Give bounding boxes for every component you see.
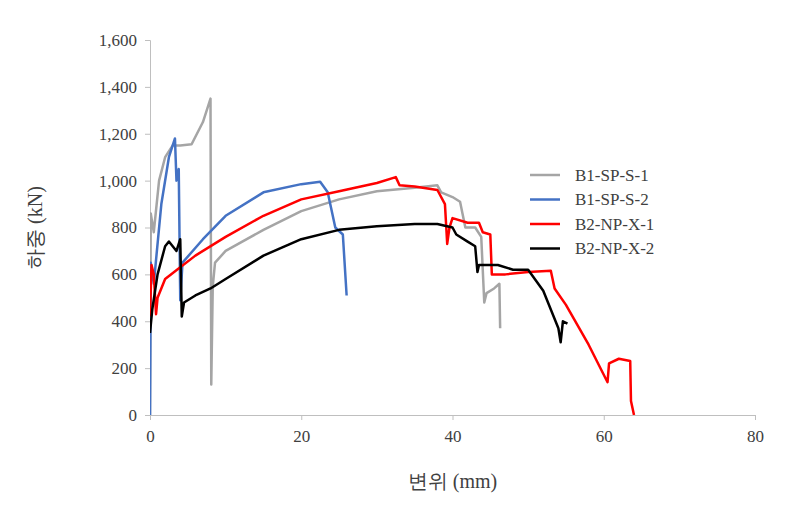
tick-label: 0 xyxy=(129,406,138,425)
tick-label: 0 xyxy=(146,427,155,446)
tick-label: 800 xyxy=(112,218,138,237)
tick: 200 xyxy=(112,359,151,378)
tick-label: 1,000 xyxy=(99,172,137,191)
y-axis-title: 하중 (kN) xyxy=(24,186,47,269)
tick-mark xyxy=(755,415,756,420)
legend: B1-SP-S-1 B1-SP-S-2 B2-NP-X-1 B2-NP-X-2 xyxy=(530,166,654,259)
legend-item: B2-NP-X-1 xyxy=(530,215,654,234)
legend-label: B2-NP-X-2 xyxy=(575,239,654,258)
axis-line xyxy=(151,416,756,421)
tick: 20 xyxy=(293,415,310,446)
x-axis: 0 20 40 60 80 xyxy=(146,415,764,446)
legend-item: B2-NP-X-2 xyxy=(530,239,654,258)
tick-mark xyxy=(453,415,454,420)
tick-label: 40 xyxy=(445,427,462,446)
legend-swatch xyxy=(530,223,560,226)
chart: 02040608002004006008001,0001,2001,4001,6… xyxy=(0,0,807,513)
tick-mark xyxy=(145,87,150,88)
legend-swatch xyxy=(530,198,560,201)
tick: 600 xyxy=(112,265,151,284)
axis-line xyxy=(145,41,151,416)
tick: 1,200 xyxy=(99,125,150,144)
tick: 80 xyxy=(747,415,764,446)
series-line xyxy=(150,99,500,415)
legend-swatch xyxy=(530,247,560,250)
tick: 1,400 xyxy=(99,78,150,97)
plot: 02040608002004006008001,0001,2001,4001,6… xyxy=(99,31,764,446)
tick: 1,000 xyxy=(99,172,150,191)
tick: 40 xyxy=(445,415,462,446)
tick: 800 xyxy=(112,218,151,237)
series-line xyxy=(150,138,347,415)
tick-mark xyxy=(145,228,150,229)
legend-item: B1-SP-S-2 xyxy=(530,190,649,209)
tick-label: 80 xyxy=(747,427,764,446)
tick-mark xyxy=(145,274,150,275)
series-group xyxy=(150,99,634,415)
series-line xyxy=(150,224,567,342)
tick-mark xyxy=(145,415,150,416)
y-axis: 0 200 400 600 800 1,000 1,200 1,400 1,600 xyxy=(99,31,151,425)
tick-label: 1,200 xyxy=(99,125,137,144)
legend-label: B2-NP-X-1 xyxy=(575,215,654,234)
tick-mark xyxy=(145,40,150,41)
legend-item: B1-SP-S-1 xyxy=(530,166,649,185)
tick-label: 400 xyxy=(112,312,138,331)
tick: 400 xyxy=(112,312,151,331)
legend-swatch xyxy=(530,174,560,177)
tick: 0 xyxy=(129,406,151,425)
tick-label: 600 xyxy=(112,265,138,284)
tick: 1,600 xyxy=(99,31,150,50)
series-line xyxy=(150,177,634,415)
tick-mark xyxy=(145,181,150,182)
tick-label: 20 xyxy=(293,427,310,446)
tick-label: 1,600 xyxy=(99,31,137,50)
legend-label: B1-SP-S-1 xyxy=(575,166,649,185)
x-axis-title: 변위 (mm) xyxy=(408,470,497,493)
tick-label: 200 xyxy=(112,359,138,378)
tick-label: 1,400 xyxy=(99,78,137,97)
tick-mark xyxy=(604,415,605,420)
legend-label: B1-SP-S-2 xyxy=(575,190,649,209)
tick-mark xyxy=(145,368,150,369)
tick-mark xyxy=(145,134,150,135)
tick-mark xyxy=(145,321,150,322)
tick-mark xyxy=(301,415,302,420)
tick: 60 xyxy=(596,415,613,446)
tick-label: 60 xyxy=(596,427,613,446)
tick: 0 xyxy=(146,415,155,446)
